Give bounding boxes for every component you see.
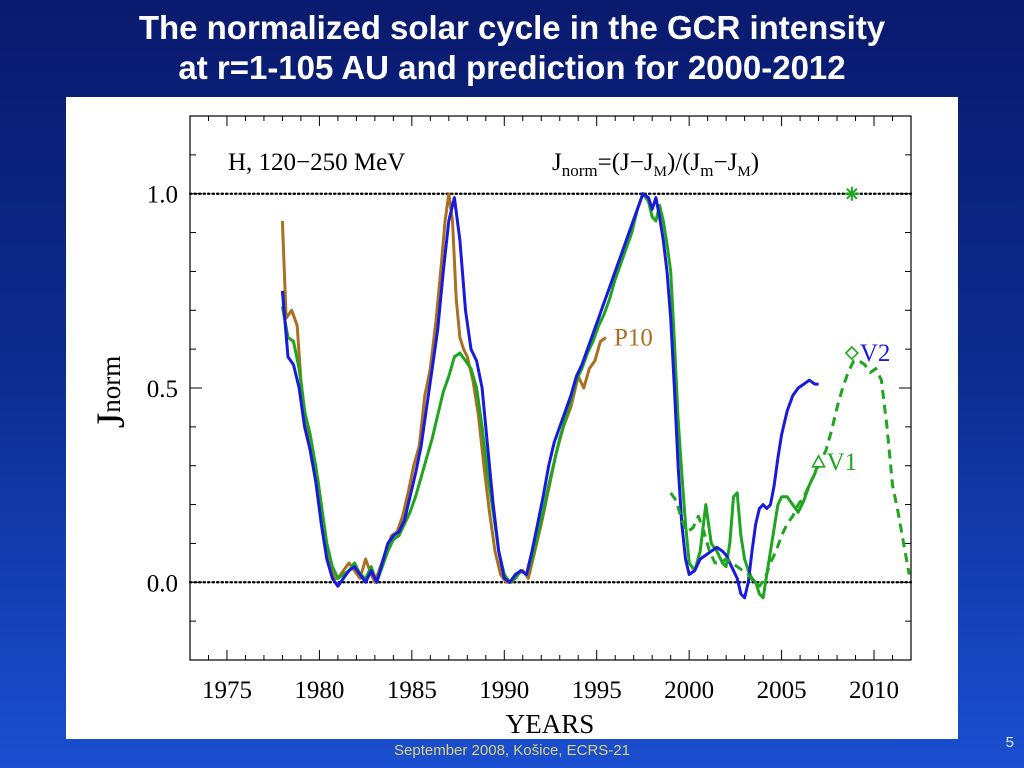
reference-lines [188, 192, 913, 584]
series-line [669, 359, 911, 588]
marker-layer: P10 V2 V1 [614, 186, 891, 476]
formula: Jnorm=(J−JM)/(Jm−JM) [552, 149, 759, 180]
y-tick-label: 1.0 [147, 182, 178, 209]
x-tick-label: 1975 [202, 677, 252, 704]
y-axis-label-main: J [88, 413, 133, 429]
formula-sub-M: M [654, 164, 667, 180]
series-line [280, 192, 819, 600]
chart-svg: 1975 1980 1985 1990 1995 2000 2005 2010 0.0 0.5 1.… [88, 115, 913, 739]
x-tick-label: 1995 [572, 677, 622, 704]
y-tick-label: 0.5 [147, 376, 178, 403]
slide-title: The normalized solar cycle in the GCR in… [0, 8, 1024, 88]
y-axis-label-sub: norm [96, 356, 126, 413]
series-layer [280, 192, 911, 600]
svg-text:Jnorm: Jnorm [88, 356, 133, 429]
marker-label: V1 [827, 449, 858, 476]
marker-label: V2 [860, 340, 891, 367]
x-tick-label: 1985 [387, 677, 437, 704]
formula-sub-M2: M [737, 164, 750, 180]
formula-sub-m: m [700, 161, 713, 180]
marker-diamond [844, 345, 859, 361]
series-line [280, 192, 821, 600]
axis-ticks: 1975 1980 1985 1990 1995 2000 2005 2010 0.0 0.5 1.… [147, 115, 912, 704]
x-tick-label: 1980 [294, 677, 344, 704]
x-tick-label: 2000 [664, 677, 714, 704]
x-axis-label: YEARS [506, 709, 595, 739]
page-number: 5 [1005, 734, 1014, 751]
slide-title-line-1: The normalized solar cycle in the GCR in… [138, 9, 886, 46]
chart-figure: 1975 1980 1985 1990 1995 2000 2005 2010 0.0 0.5 1.… [66, 97, 958, 739]
y-tick-label: 0.0 [147, 570, 178, 597]
formula-sub-norm: norm [562, 161, 598, 180]
marker-label: P10 [614, 324, 653, 351]
slide-footer: September 2008, Košice, ECRS-21 [394, 742, 630, 759]
y-axis-label: Jnorm [88, 356, 133, 429]
panel-label: H, 120−250 MeV [228, 149, 405, 176]
marker-triangle [811, 454, 826, 468]
formula-base: J [552, 149, 562, 176]
formula-minus: −J [714, 149, 738, 176]
formula-mid: )/(J [667, 149, 701, 176]
marker-star [844, 186, 859, 201]
slide-title-line-2: at r=1-105 AU and prediction for 2000-20… [178, 49, 846, 86]
marker-star-stroke [846, 188, 858, 200]
formula-rest: =(J−J [598, 149, 654, 176]
formula-close: ) [751, 149, 759, 176]
x-tick-label: 2010 [849, 677, 899, 704]
x-tick-label: 1990 [479, 677, 529, 704]
x-tick-label: 2005 [757, 677, 807, 704]
